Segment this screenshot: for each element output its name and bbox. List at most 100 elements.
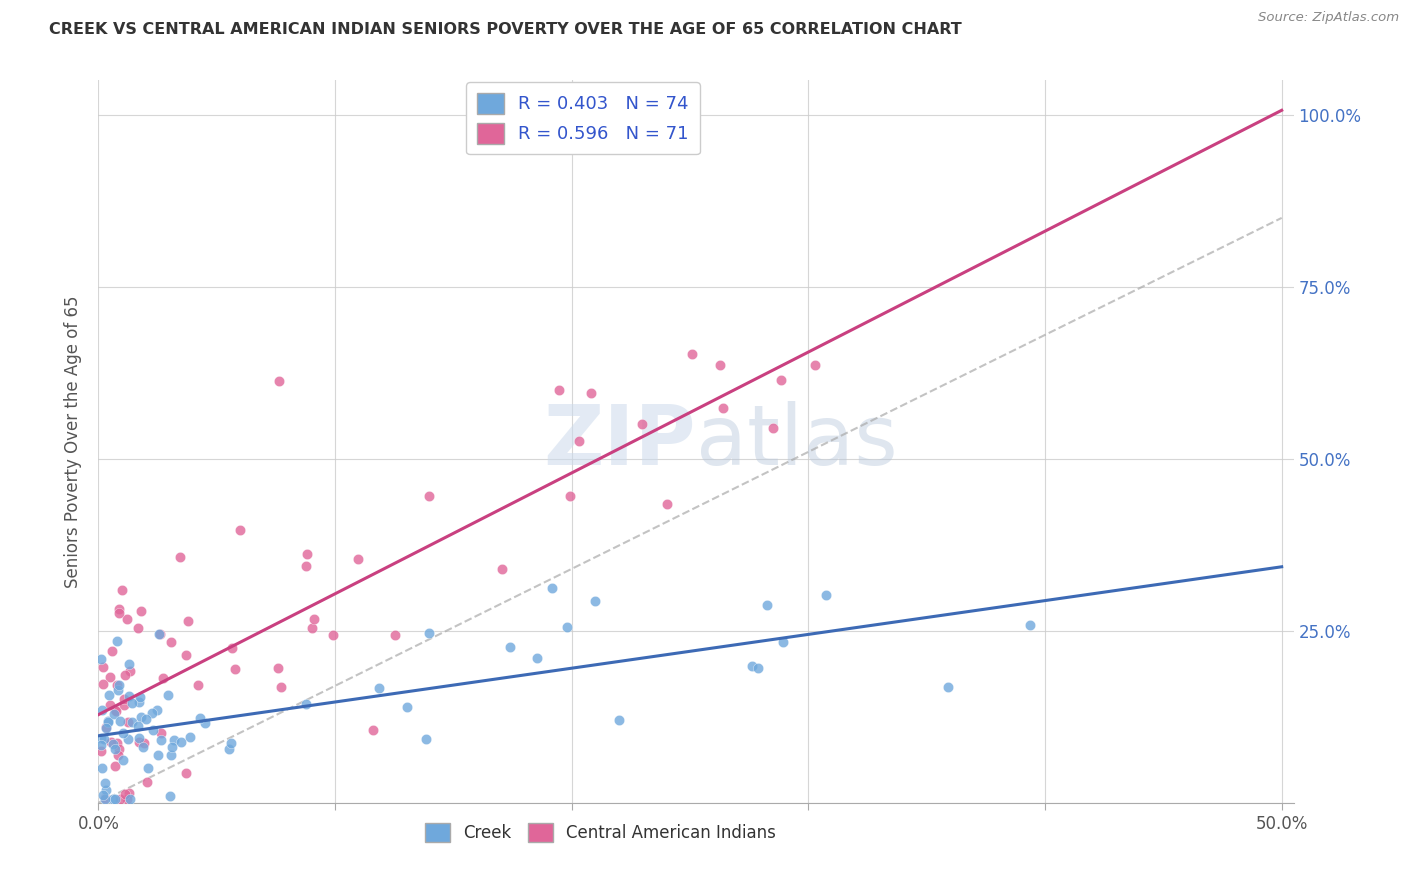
Point — [363, 723, 385, 737]
Point — [121, 696, 143, 710]
Point — [100, 735, 122, 749]
Point — [132, 739, 155, 754]
Point — [146, 703, 169, 717]
Point — [170, 735, 193, 749]
Point — [98, 670, 121, 684]
Point — [936, 680, 959, 694]
Point — [91, 676, 114, 690]
Point — [90, 744, 112, 758]
Point — [709, 358, 731, 372]
Point — [107, 747, 129, 762]
Point — [384, 628, 406, 642]
Point — [302, 612, 325, 626]
Point — [814, 588, 837, 602]
Point — [104, 705, 127, 719]
Point — [169, 550, 191, 565]
Point — [229, 523, 252, 537]
Point — [804, 358, 827, 372]
Text: atlas: atlas — [696, 401, 897, 482]
Point — [136, 761, 159, 775]
Point — [160, 740, 183, 755]
Point — [96, 783, 118, 797]
Text: CREEK VS CENTRAL AMERICAN INDIAN SENIORS POVERTY OVER THE AGE OF 65 CORRELATION : CREEK VS CENTRAL AMERICAN INDIAN SENIORS… — [49, 22, 962, 37]
Point — [117, 612, 139, 626]
Point — [90, 738, 112, 752]
Point — [174, 648, 197, 662]
Point — [762, 421, 785, 435]
Point — [747, 661, 769, 675]
Point — [194, 716, 217, 731]
Point — [526, 650, 548, 665]
Point — [162, 733, 184, 747]
Point — [769, 373, 792, 387]
Point — [105, 678, 128, 692]
Point — [128, 734, 150, 748]
Point — [583, 594, 606, 608]
Point — [118, 792, 141, 806]
Point — [418, 489, 440, 503]
Point — [499, 640, 522, 655]
Point — [129, 710, 152, 724]
Point — [90, 731, 112, 746]
Point — [711, 401, 734, 415]
Point — [187, 678, 209, 692]
Point — [541, 581, 564, 595]
Point — [557, 620, 579, 634]
Point — [159, 789, 181, 803]
Point — [94, 720, 117, 734]
Point — [270, 680, 292, 694]
Point — [98, 688, 121, 702]
Point — [105, 736, 128, 750]
Point — [94, 792, 117, 806]
Point — [267, 661, 290, 675]
Point — [190, 711, 212, 725]
Point — [101, 792, 124, 806]
Point — [1018, 617, 1040, 632]
Point — [91, 788, 114, 802]
Point — [128, 695, 150, 709]
Point — [741, 659, 763, 673]
Point — [94, 776, 117, 790]
Point — [93, 791, 115, 805]
Point — [127, 621, 149, 635]
Point — [93, 731, 115, 746]
Point — [418, 625, 440, 640]
Point — [395, 699, 418, 714]
Point — [148, 747, 170, 762]
Point — [132, 735, 155, 749]
Point — [152, 671, 174, 685]
Point — [91, 660, 114, 674]
Point — [772, 635, 794, 649]
Point — [548, 383, 571, 397]
Point — [221, 641, 243, 656]
Point — [219, 736, 242, 750]
Point — [756, 599, 779, 613]
Point — [322, 628, 344, 642]
Point — [607, 713, 630, 727]
Point — [97, 714, 120, 729]
Point — [114, 787, 136, 801]
Text: ZIP: ZIP — [544, 401, 696, 482]
Point — [90, 651, 112, 665]
Point — [127, 719, 149, 733]
Point — [108, 678, 131, 692]
Point — [118, 689, 141, 703]
Point — [160, 748, 183, 763]
Point — [112, 698, 135, 712]
Point — [129, 604, 152, 618]
Point — [108, 741, 131, 756]
Point — [149, 726, 172, 740]
Point — [657, 497, 679, 511]
Point — [121, 714, 143, 729]
Point — [141, 706, 163, 720]
Point — [107, 682, 129, 697]
Point — [129, 690, 152, 704]
Point — [301, 621, 323, 635]
Point — [117, 731, 139, 746]
Point — [295, 697, 318, 711]
Point — [128, 731, 150, 745]
Point — [295, 558, 318, 573]
Text: Source: ZipAtlas.com: Source: ZipAtlas.com — [1258, 11, 1399, 24]
Point — [97, 714, 120, 728]
Point — [142, 723, 165, 738]
